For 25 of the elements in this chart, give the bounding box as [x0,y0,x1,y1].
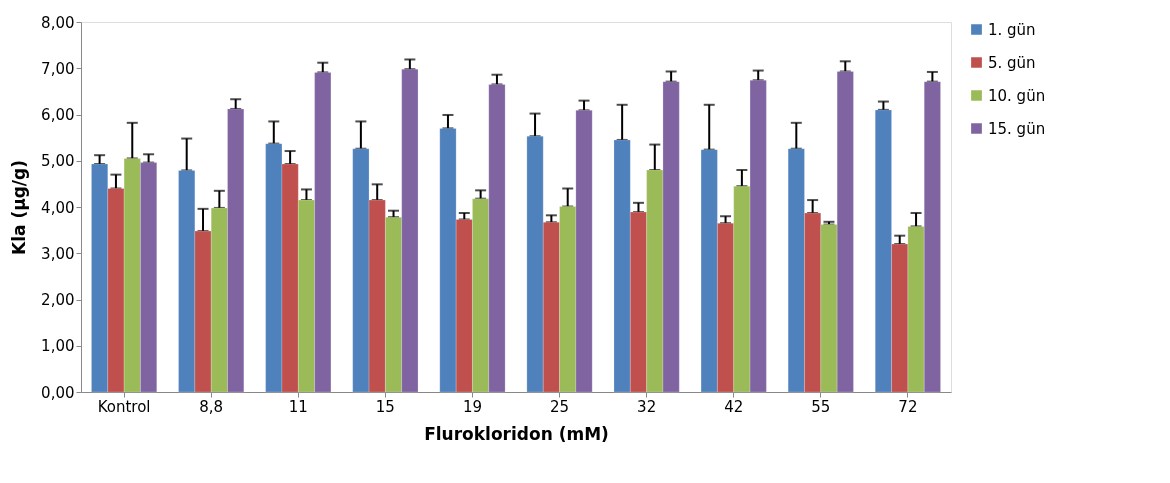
x-tick-label: 25 [550,397,570,416]
x-tick-label: 8,8 [199,397,224,416]
legend-label: 10. gün [988,86,1046,105]
y-axis-title: Kla (µg/g) [9,160,30,255]
x-tick-label: 19 [462,397,482,416]
x-tick-label: Kontrol [97,397,151,416]
x-tick-label: 15 [375,397,395,416]
y-tick-label: 5,00 [41,152,75,171]
x-tick-label: 11 [288,397,308,416]
y-tick-label: 4,00 [41,198,75,217]
y-tick-label: 8,00 [41,13,75,32]
y-tick-label: 7,00 [41,59,75,78]
y-tick-label: 2,00 [41,291,75,309]
x-tick-label: 55 [811,397,831,416]
legend-label: 15. gün [988,119,1046,138]
legend-label: 5. gün [988,53,1036,72]
x-tick-label: 32 [637,397,657,416]
x-tick-label: 72 [898,397,918,416]
legend-label: 1. gün [988,20,1036,39]
y-tick-label: 1,00 [41,337,75,356]
x-tick-label: 42 [724,397,744,416]
y-tick-label: 6,00 [41,106,75,124]
y-tick-label: 0,00 [41,383,75,402]
y-tick-label: 3,00 [41,244,75,263]
x-axis-title: Flurokloridon (mM) [424,423,609,444]
